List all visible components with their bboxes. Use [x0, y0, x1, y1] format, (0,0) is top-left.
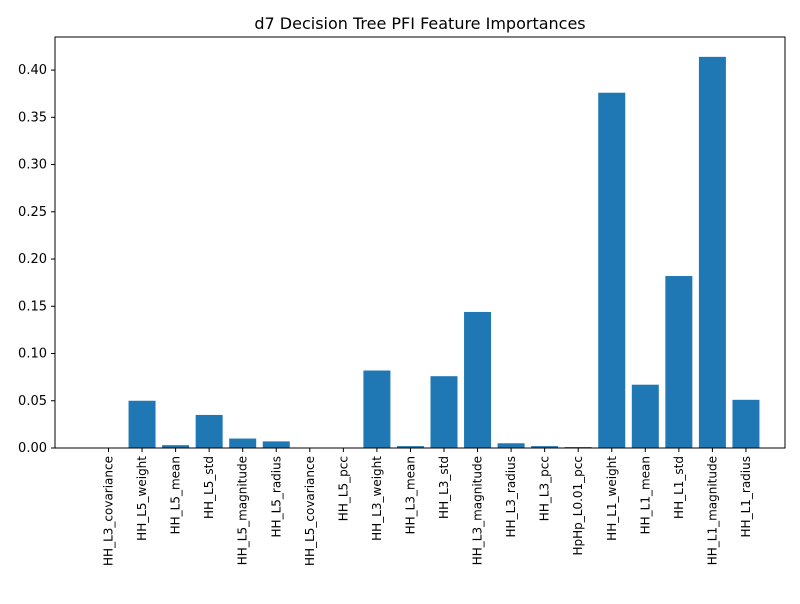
bar-hh-l3-mean	[396, 446, 424, 448]
chart-title: d7 Decision Tree PFI Feature Importances	[254, 14, 585, 33]
x-tick-label: HH_L1_mean	[638, 456, 652, 534]
bar-hh-l5-radius	[262, 441, 290, 448]
x-tick-label: HH_L3_weight	[370, 456, 384, 541]
y-tick-label: 0.15	[18, 299, 47, 314]
x-tick-label: HH_L5_magnitude	[236, 456, 250, 565]
bar-hh-l5-magnitude	[229, 438, 257, 448]
bar-hh-l1-mean	[631, 384, 659, 448]
x-tick-label: HH_L5_pcc	[336, 456, 350, 521]
x-tick-label: HH_L5_mean	[169, 456, 183, 534]
x-axis: HH_L3_covariance HH_L5_weight HH_L5_mean HH…	[102, 448, 753, 566]
bar-hh-l3-std	[430, 376, 458, 448]
y-tick-label: 0.00	[18, 441, 47, 456]
y-tick-label: 0.30	[18, 158, 47, 173]
x-tick-label: HH_L3_covariance	[102, 456, 116, 566]
y-tick-label: 0.35	[18, 110, 47, 125]
x-tick-label: HH_L1_weight	[605, 456, 619, 541]
x-tick-label: HH_L5_covariance	[303, 456, 317, 566]
y-tick-label: 0.10	[18, 347, 47, 362]
bar-hh-l1-std	[665, 276, 693, 448]
bar-hh-l3-radius	[497, 443, 525, 448]
x-tick-label: HH_L5_weight	[135, 456, 149, 541]
y-tick-label: 0.20	[18, 252, 47, 267]
x-tick-label: HH_L1_std	[672, 456, 686, 519]
bar-hh-l3-weight	[363, 370, 391, 448]
y-tick-label: 0.25	[18, 205, 47, 220]
bar-hh-l3-magnitude	[464, 311, 492, 448]
bar-hh-l3-pcc	[531, 446, 559, 448]
x-tick-label: HH_L3_std	[437, 456, 451, 519]
x-tick-label: HH_L3_magnitude	[471, 456, 485, 565]
x-tick-label: HH_L1_magnitude	[705, 456, 719, 565]
x-tick-label: HH_L1_radius	[739, 456, 753, 537]
bar-hh-l5-std	[195, 414, 223, 448]
x-tick-label: HH_L3_pcc	[538, 456, 552, 521]
bars-layer	[128, 56, 760, 449]
y-tick-label: 0.05	[18, 394, 47, 409]
y-axis: 0.00 0.05 0.10 0.15 0.20 0.25 0.30 0.35 0.40	[18, 63, 55, 456]
bar-hh-l5-mean	[162, 445, 190, 448]
bar-hh-l1-weight	[598, 92, 626, 449]
x-tick-label: HH_L3_mean	[403, 456, 417, 534]
x-tick-label: HH_L5_radius	[269, 456, 283, 537]
y-tick-label: 0.40	[18, 63, 47, 78]
bar-hh-l1-magnitude	[698, 56, 726, 449]
x-tick-label: HH_L3_radius	[504, 456, 518, 537]
bar-hh-l5-weight	[128, 400, 156, 448]
plot-area-frame	[54, 36, 786, 449]
x-tick-label: HpHp_L0.01_pcc	[571, 456, 585, 556]
bar-hh-l1-radius	[732, 399, 760, 448]
x-tick-label: HH_L5_std	[202, 456, 216, 519]
